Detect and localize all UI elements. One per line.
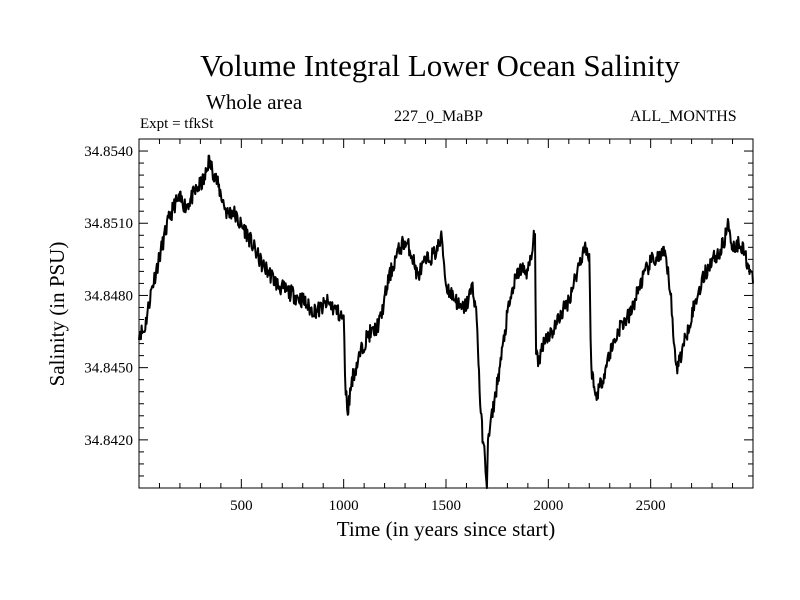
y-tick-label: 34.8450: [84, 361, 133, 377]
x-tick-label: 1500: [431, 498, 461, 514]
y-axis-label: Salinity (in PSU): [45, 242, 69, 387]
chart-title: Volume Integral Lower Ocean Salinity: [200, 48, 680, 83]
months-label: ALL_MONTHS: [630, 108, 737, 125]
y-tick-label: 34.8420: [84, 433, 133, 449]
x-axis-label: Time (in years since start): [337, 517, 556, 541]
x-tick-label: 2000: [533, 498, 563, 514]
x-tick-label: 500: [230, 498, 253, 514]
experiment-label: Expt = tfkSt: [140, 116, 214, 132]
y-tick-label: 34.8480: [84, 288, 133, 304]
axis-tick-labels: 500 1000 1500 2000 2500 34.8420 34.8450 34.8480…: [84, 144, 665, 514]
x-tick-label: 1000: [329, 498, 359, 514]
chart-subtitle: Whole area: [206, 90, 303, 114]
x-tick-label: 2500: [636, 498, 666, 514]
axis-ticks: [139, 138, 753, 488]
y-tick-label: 34.8510: [84, 216, 133, 232]
salinity-series-line: [138, 154, 754, 489]
y-tick-label: 34.8540: [84, 144, 133, 160]
run-label: 227_0_MaBP: [394, 108, 483, 125]
plot-frame: [138, 138, 754, 489]
